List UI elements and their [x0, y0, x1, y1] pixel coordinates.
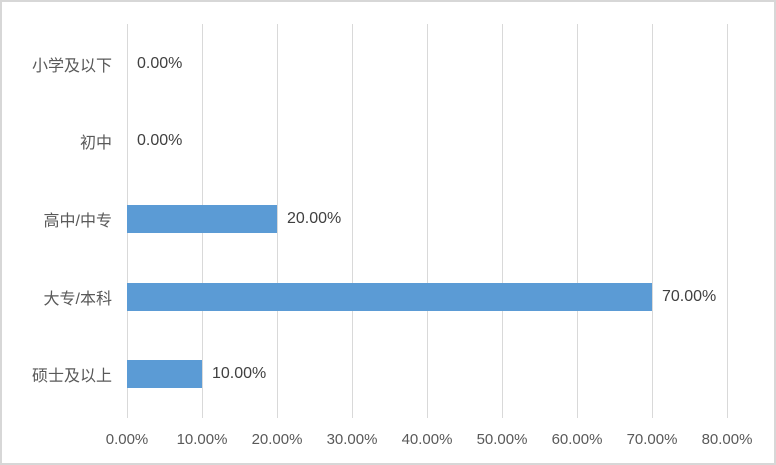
x-axis-tick-label: 0.00% [105, 431, 149, 448]
bar-row: 初中 0.00% [2, 103, 774, 181]
gridline [277, 24, 278, 418]
gridline [727, 24, 728, 418]
value-label: 10.00% [212, 365, 267, 383]
category-label: 初中 [79, 135, 112, 153]
bar-row: 高中/中专 20.00% [2, 180, 774, 258]
x-axis-tick-label: 40.00% [401, 431, 453, 448]
bar-row: 小学及以下 0.00% [2, 25, 774, 103]
bar-row: 大专/本科 70.00% [2, 258, 774, 336]
x-axis-tick-label: 80.00% [701, 431, 753, 448]
x-axis-tick-label: 10.00% [176, 431, 228, 448]
gridline [577, 24, 578, 418]
value-label: 0.00% [137, 132, 183, 150]
category-label: 小学及以下 [31, 57, 112, 75]
x-axis-tick-label: 30.00% [326, 431, 378, 448]
bar [127, 204, 277, 233]
x-axis-tick-label: 20.00% [251, 431, 303, 448]
value-label: 0.00% [137, 54, 183, 72]
gridline [427, 24, 428, 418]
value-label: 70.00% [662, 287, 717, 305]
x-axis-tick-label: 50.00% [476, 431, 528, 448]
gridline [652, 24, 653, 418]
gridline [502, 24, 503, 418]
bar [127, 360, 202, 389]
category-label: 硕士及以上 [31, 368, 112, 386]
x-axis-tick-label: 60.00% [551, 431, 603, 448]
value-label: 20.00% [287, 209, 342, 227]
category-label: 大专/本科 [43, 290, 112, 308]
bar [127, 282, 652, 311]
gridline [352, 24, 353, 418]
category-label: 高中/中专 [43, 212, 112, 230]
bar-row: 硕士及以上 10.00% [2, 335, 774, 413]
x-axis-tick-label: 70.00% [626, 431, 678, 448]
